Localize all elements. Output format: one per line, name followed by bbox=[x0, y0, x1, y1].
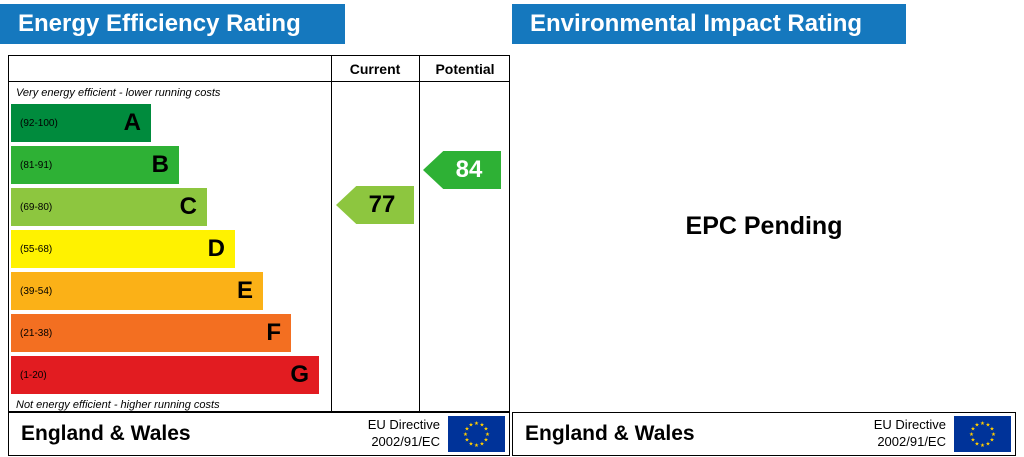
eu-flag-icon: ★ ★ ★★ ★★ ★★ ★★ ★★ bbox=[954, 416, 1011, 452]
not-efficient-note: Not energy efficient - higher running co… bbox=[16, 399, 220, 411]
svg-text:★: ★ bbox=[480, 421, 485, 428]
eu-directive-line2: 2002/91/EC bbox=[877, 434, 946, 449]
band-e-range: (39-54) bbox=[20, 285, 53, 297]
band-b: (81-91) B bbox=[11, 146, 179, 184]
current-rating-arrow: 77 bbox=[336, 186, 414, 224]
svg-text:★: ★ bbox=[474, 442, 479, 449]
svg-text:★: ★ bbox=[465, 425, 470, 432]
svg-text:★: ★ bbox=[990, 425, 995, 432]
band-g: (1-20) G bbox=[11, 356, 319, 394]
potential-column-header: Potential bbox=[435, 61, 495, 77]
svg-text:★: ★ bbox=[484, 425, 489, 432]
band-f-letter: F bbox=[266, 319, 281, 346]
band-b-letter: B bbox=[151, 151, 169, 178]
current-column-divider bbox=[331, 56, 332, 411]
band-g-range: (1-20) bbox=[20, 369, 47, 381]
svg-text:★: ★ bbox=[980, 442, 985, 449]
svg-text:★: ★ bbox=[990, 436, 995, 443]
eu-directive-line1: EU Directive bbox=[367, 417, 440, 433]
energy-efficiency-chart: Current Potential Very energy efficient … bbox=[8, 55, 510, 412]
rating-bands: (92-100) A (81-91) B (69-80) C (55-68) D… bbox=[11, 104, 331, 398]
band-d-range: (55-68) bbox=[20, 243, 53, 255]
energy-efficiency-header: Energy Efficiency Rating bbox=[0, 4, 345, 44]
band-d: (55-68) D bbox=[11, 230, 235, 268]
band-e-letter: E bbox=[236, 277, 253, 304]
svg-text:★: ★ bbox=[986, 421, 991, 428]
svg-text:★: ★ bbox=[474, 420, 479, 427]
epc-pending-status: EPC Pending bbox=[685, 212, 843, 240]
band-c: (69-80) C bbox=[11, 188, 207, 226]
chart-header-row bbox=[9, 56, 509, 82]
potential-rating-value: 84 bbox=[455, 156, 483, 183]
svg-text:★: ★ bbox=[975, 440, 980, 447]
svg-text:★: ★ bbox=[469, 440, 474, 447]
svg-text:★: ★ bbox=[971, 425, 976, 432]
svg-text:★: ★ bbox=[975, 421, 980, 428]
svg-text:★: ★ bbox=[969, 431, 974, 438]
band-a: (92-100) A bbox=[11, 104, 151, 142]
environmental-impact-title: Environmental Impact Rating bbox=[530, 10, 863, 37]
region-label: England & Wales bbox=[21, 422, 191, 445]
svg-text:★: ★ bbox=[485, 431, 490, 438]
environmental-impact-header: Environmental Impact Rating bbox=[512, 4, 906, 44]
current-rating-value: 77 bbox=[368, 191, 396, 218]
right-footer: England & Wales EU Directive 2002/91/EC … bbox=[512, 412, 1016, 456]
eu-flag-icon: ★ ★ ★★ ★★ ★★ ★★ ★★ bbox=[448, 416, 505, 452]
current-column-header: Current bbox=[349, 61, 401, 77]
band-c-letter: C bbox=[179, 193, 197, 220]
svg-text:★: ★ bbox=[484, 436, 489, 443]
eu-directive-line2: 2002/91/EC bbox=[371, 434, 440, 449]
svg-text:★: ★ bbox=[986, 440, 991, 447]
svg-text:★: ★ bbox=[980, 420, 985, 427]
svg-text:★: ★ bbox=[463, 431, 468, 438]
svg-text:★: ★ bbox=[465, 436, 470, 443]
band-e: (39-54) E bbox=[11, 272, 263, 310]
band-f: (21-38) F bbox=[11, 314, 291, 352]
band-g-letter: G bbox=[290, 361, 309, 388]
band-a-letter: A bbox=[123, 109, 141, 136]
svg-text:★: ★ bbox=[971, 436, 976, 443]
region-label: England & Wales bbox=[525, 422, 695, 445]
svg-text:★: ★ bbox=[469, 421, 474, 428]
eu-directive-label: EU Directive 2002/91/EC bbox=[874, 417, 946, 451]
efficient-note: Very energy efficient - lower running co… bbox=[16, 87, 221, 99]
band-d-letter: D bbox=[207, 235, 225, 262]
eu-directive-line1: EU Directive bbox=[873, 417, 946, 433]
potential-rating-arrow: 84 bbox=[423, 151, 501, 189]
band-a-range: (92-100) bbox=[20, 117, 58, 129]
band-f-range: (21-38) bbox=[20, 327, 53, 339]
svg-text:★: ★ bbox=[480, 440, 485, 447]
left-footer: England & Wales EU Directive 2002/91/EC … bbox=[8, 412, 510, 456]
energy-efficiency-title: Energy Efficiency Rating bbox=[18, 10, 301, 37]
svg-text:★: ★ bbox=[991, 431, 996, 438]
band-c-range: (69-80) bbox=[20, 201, 53, 213]
eu-directive-label: EU Directive 2002/91/EC bbox=[368, 417, 440, 451]
band-b-range: (81-91) bbox=[20, 159, 53, 171]
potential-column-divider bbox=[419, 56, 420, 411]
